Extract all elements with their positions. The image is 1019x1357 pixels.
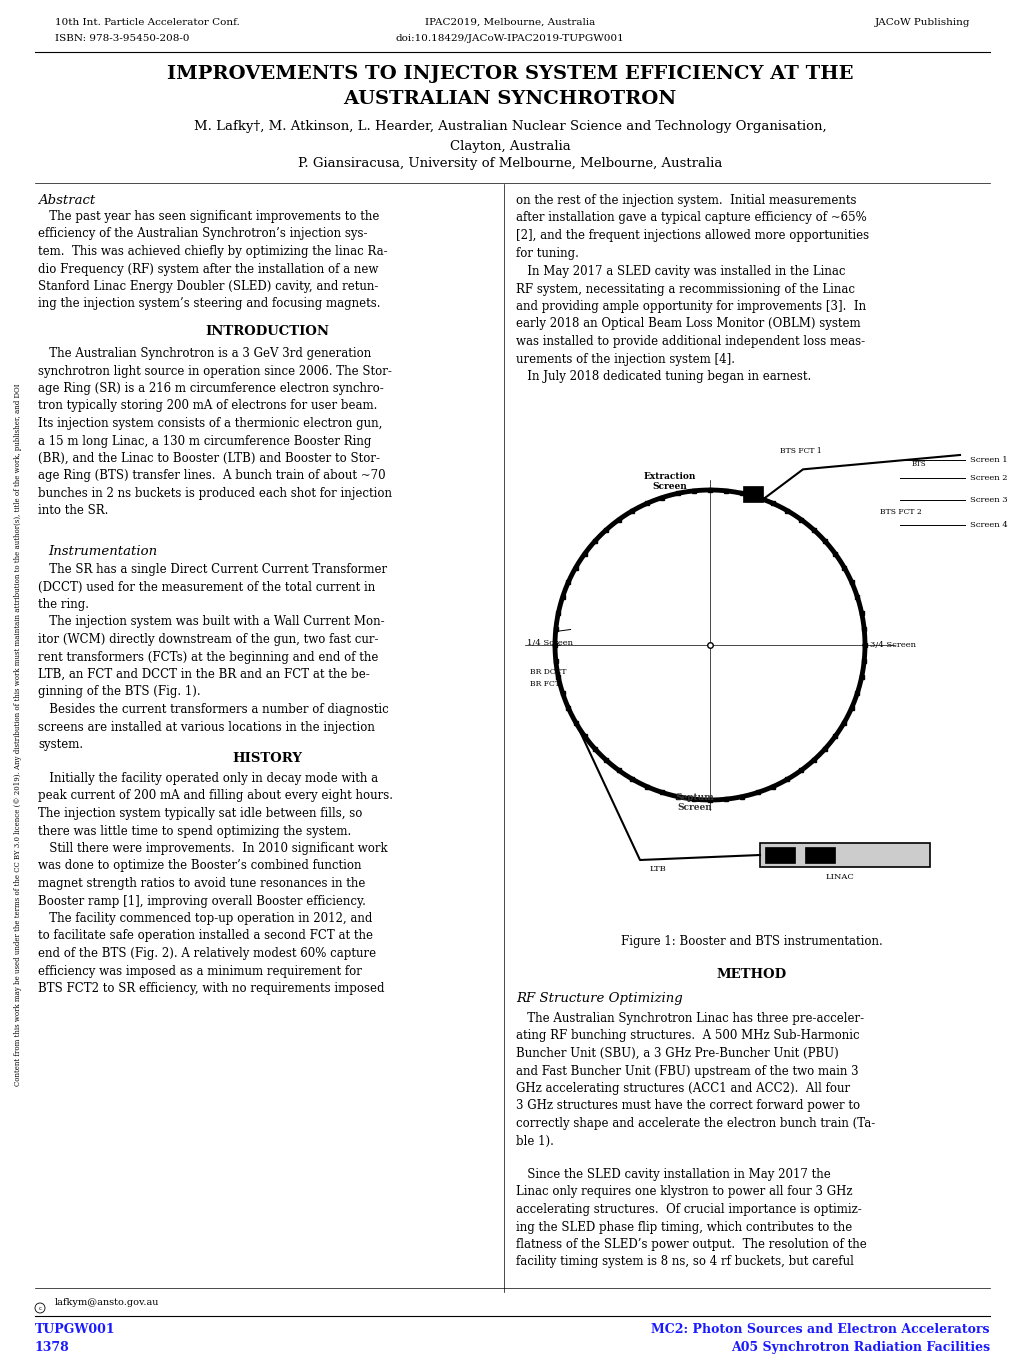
Text: doi:10.18429/JACoW-IPAC2019-TUPGW001: doi:10.18429/JACoW-IPAC2019-TUPGW001 [395,34,624,43]
Text: Screen 4: Screen 4 [969,521,1007,529]
Text: Screen 1: Screen 1 [969,456,1007,464]
Text: LTB: LTB [649,864,666,873]
Text: Abstract: Abstract [38,194,95,208]
Text: TUPGW001: TUPGW001 [35,1323,115,1337]
Text: MC2: Photon Sources and Electron Accelerators: MC2: Photon Sources and Electron Acceler… [651,1323,989,1337]
Text: BR DCCT: BR DCCT [530,668,566,676]
Text: RF Structure Optimizing: RF Structure Optimizing [516,992,682,1006]
Text: Clayton, Australia: Clayton, Australia [449,140,570,153]
Text: In May 2017 a SLED cavity was installed in the Linac
RF system, necessitating a : In May 2017 a SLED cavity was installed … [516,265,865,365]
Text: Instrumentation: Instrumentation [48,546,157,558]
Text: 3/4 Screen: 3/4 Screen [869,641,915,649]
Text: 1378: 1378 [35,1341,69,1354]
Text: Since the SLED cavity installation in May 2017 the
Linac only requires one klyst: Since the SLED cavity installation in Ma… [516,1168,866,1269]
Text: IMPROVEMENTS TO INJECTOR SYSTEM EFFICIENCY AT THE: IMPROVEMENTS TO INJECTOR SYSTEM EFFICIEN… [166,65,853,83]
Text: AUSTRALIAN SYNCHROTRON: AUSTRALIAN SYNCHROTRON [343,90,676,109]
Text: 1/4 Screen: 1/4 Screen [527,639,573,647]
Text: BTS FCT 2: BTS FCT 2 [879,508,921,516]
Text: lafkym@ansto.gov.au: lafkym@ansto.gov.au [55,1299,159,1307]
FancyBboxPatch shape [804,847,835,863]
Text: P. Giansiracusa, University of Melbourne, Melbourne, Australia: P. Giansiracusa, University of Melbourne… [298,157,721,170]
Text: In July 2018 dedicated tuning began in earnest.: In July 2018 dedicated tuning began in e… [516,370,810,383]
Text: Septum
Screen: Septum Screen [675,792,713,813]
Text: M. Lafky†, M. Atkinson, L. Hearder, Australian Nuclear Science and Technology Or: M. Lafky†, M. Atkinson, L. Hearder, Aust… [194,119,825,133]
Text: BTS: BTS [911,460,925,468]
Text: Initially the facility operated only in decay mode with a
peak current of 200 mA: Initially the facility operated only in … [38,772,392,995]
Text: A05 Synchrotron Radiation Facilities: A05 Synchrotron Radiation Facilities [731,1341,989,1354]
Text: Screen 3: Screen 3 [969,497,1007,503]
Text: Figure 1: Booster and BTS instrumentation.: Figure 1: Booster and BTS instrumentatio… [621,935,882,949]
Text: on the rest of the injection system.  Initial measurements
after installation ga: on the rest of the injection system. Ini… [516,194,868,259]
Text: The Australian Synchrotron is a 3 GeV 3rd generation
synchrotron light source in: The Australian Synchrotron is a 3 GeV 3r… [38,347,391,517]
FancyBboxPatch shape [764,847,794,863]
Text: BR FCT: BR FCT [530,680,559,688]
Text: BTS FCT 1: BTS FCT 1 [780,446,821,455]
Text: HISTORY: HISTORY [231,752,302,765]
Text: Extraction
Screen: Extraction Screen [643,472,696,491]
Text: The Australian Synchrotron Linac has three pre-acceler-
ating RF bunching struct: The Australian Synchrotron Linac has thr… [516,1012,874,1148]
Text: The past year has seen significant improvements to the
efficiency of the Austral: The past year has seen significant impro… [38,210,387,311]
Text: The SR has a single Direct Current Current Transformer
(DCCT) used for the measu: The SR has a single Direct Current Curre… [38,563,388,750]
Text: c: c [39,1305,42,1311]
Text: Screen 2: Screen 2 [969,474,1007,482]
Text: LINAC: LINAC [824,873,854,881]
FancyBboxPatch shape [742,486,762,502]
Text: 10th Int. Particle Accelerator Conf.: 10th Int. Particle Accelerator Conf. [55,18,239,27]
Text: ISBN: 978-3-95450-208-0: ISBN: 978-3-95450-208-0 [55,34,190,43]
Text: Content from this work may be used under the terms of the CC BY 3.0 licence (© 2: Content from this work may be used under… [14,384,22,1086]
Text: JACoW Publishing: JACoW Publishing [873,18,969,27]
FancyBboxPatch shape [759,843,929,867]
Text: IPAC2019, Melbourne, Australia: IPAC2019, Melbourne, Australia [425,18,594,27]
Text: INTRODUCTION: INTRODUCTION [205,324,329,338]
Text: METHOD: METHOD [716,968,787,981]
